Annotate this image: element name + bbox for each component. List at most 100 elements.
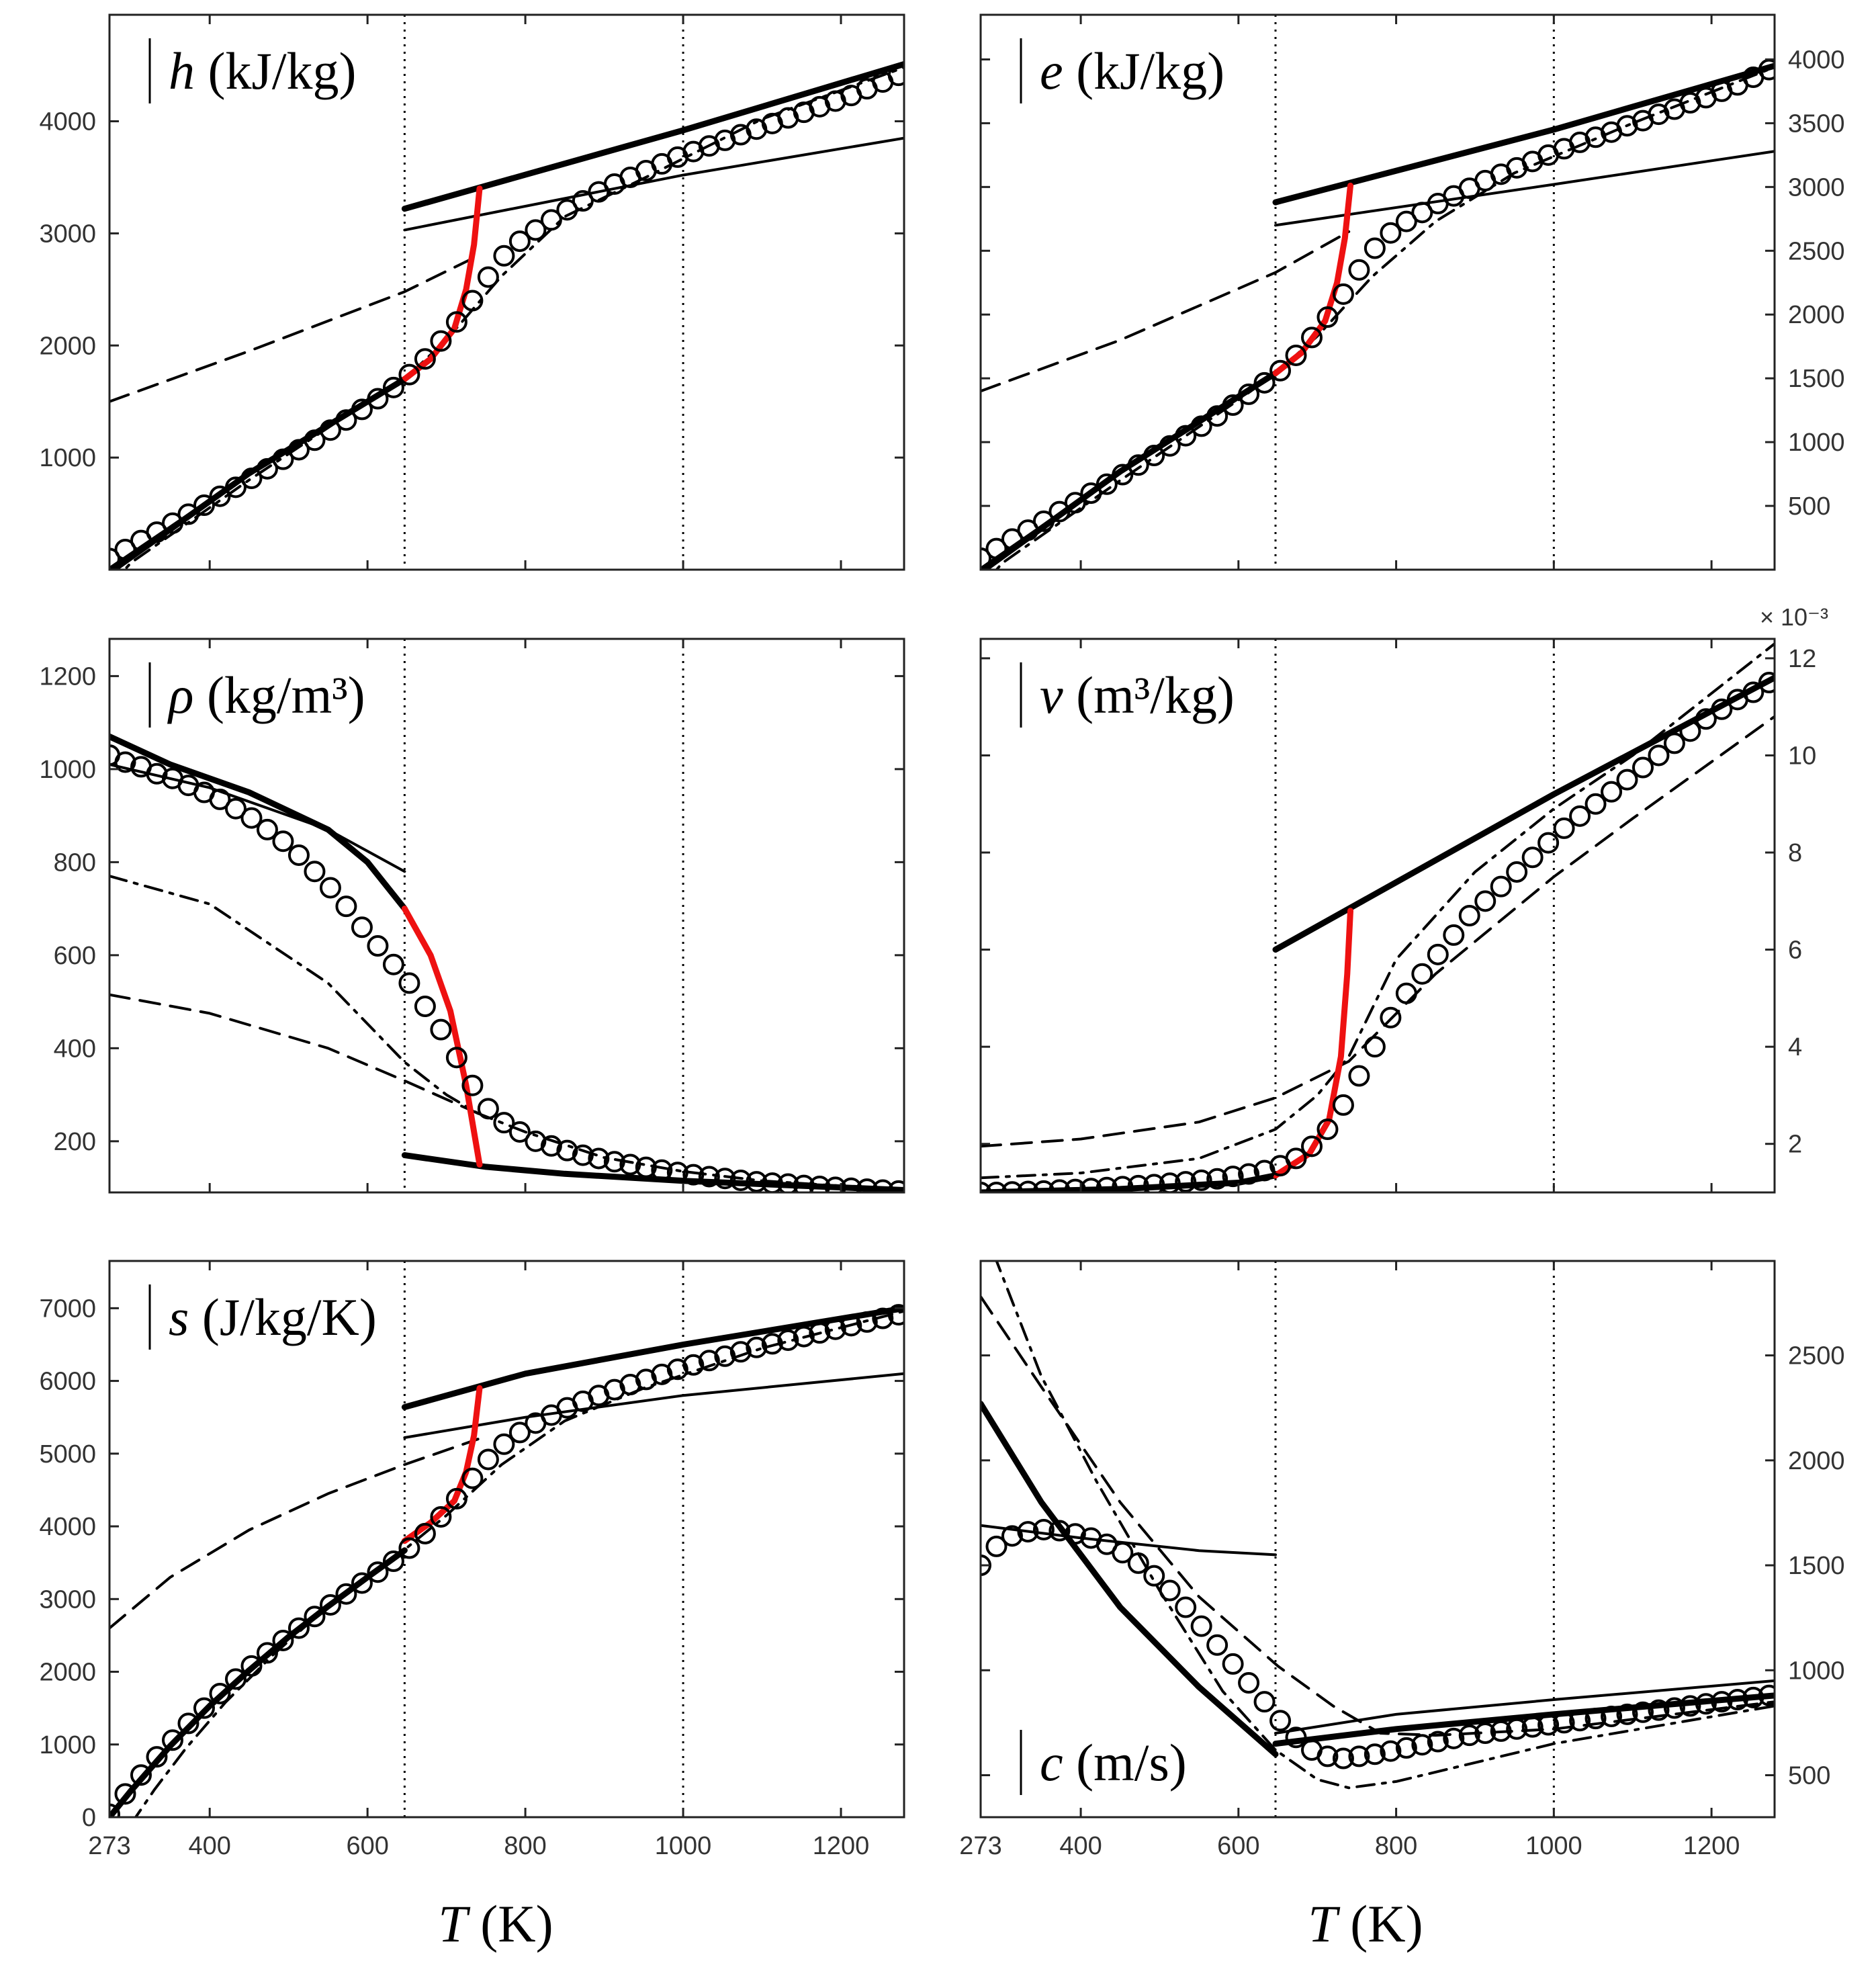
x-tick-label: 1200	[813, 1832, 870, 1860]
data-point	[698, 1350, 720, 1372]
data-point	[240, 1655, 263, 1677]
data-point	[445, 1487, 467, 1510]
y-tick-label: 0	[82, 1804, 96, 1832]
data-point	[682, 1164, 705, 1186]
series-line-thin_high	[1274, 1679, 1775, 1735]
data-point	[382, 953, 404, 975]
axes-frame	[108, 638, 905, 1194]
panel-label-variable: s	[169, 1288, 189, 1346]
data-point	[508, 1422, 531, 1444]
data-point	[414, 348, 436, 370]
data-point	[714, 1345, 736, 1367]
data-point	[1490, 1720, 1512, 1742]
data-point	[824, 1176, 846, 1192]
y-tick-label: 1000	[39, 444, 96, 472]
y-tick-label: 2	[1788, 1131, 1802, 1159]
y-tick-label: 600	[54, 942, 96, 970]
data-point	[1443, 924, 1465, 946]
data-point	[1064, 1523, 1086, 1545]
series-line-dashdot	[109, 875, 904, 1192]
panel-label-unit: (m³/kg)	[1063, 666, 1235, 724]
data-point	[1159, 1172, 1181, 1192]
data-point	[1316, 306, 1339, 329]
data-point	[1411, 1734, 1433, 1756]
data-point	[981, 547, 991, 569]
data-point	[809, 1176, 831, 1192]
series-line-thin_high	[403, 136, 904, 232]
series-line-dashdot	[122, 66, 904, 570]
data-point	[698, 1166, 720, 1188]
data-point	[1300, 1135, 1323, 1157]
y-tick-label: 1200	[39, 662, 96, 691]
data-point	[1253, 1691, 1276, 1713]
panel-label-unit: (kg/m³)	[193, 666, 365, 724]
y-tick-label: 400	[54, 1035, 96, 1063]
y-tick-label: 1000	[1788, 429, 1845, 457]
panel-label-unit: (J/kg/K)	[189, 1288, 376, 1346]
data-point	[985, 1535, 1008, 1557]
data-point	[777, 1173, 799, 1192]
series-line-thin_low	[109, 763, 406, 873]
data-point	[1332, 1094, 1354, 1116]
data-point	[1648, 1699, 1670, 1721]
data-point	[619, 1153, 641, 1176]
y-tick-label: 4000	[39, 108, 96, 136]
data-point	[1238, 383, 1260, 405]
data-point	[540, 209, 562, 231]
data-point	[714, 1168, 736, 1190]
data-point	[335, 409, 357, 431]
series-line-thick_high	[1272, 62, 1775, 206]
y-tick-label: 500	[1788, 1762, 1830, 1790]
y-tick-label: 7000	[39, 1295, 96, 1323]
data-point	[209, 485, 231, 507]
y-tick-label: 2000	[39, 1659, 96, 1687]
data-point	[1364, 1743, 1386, 1765]
panel-label: ρ (kg/m³)	[167, 666, 365, 724]
series-line-red	[401, 185, 483, 382]
x-tick-label: 400	[1059, 1832, 1102, 1860]
data-point	[508, 1121, 531, 1143]
data-point	[1584, 1708, 1607, 1730]
panel-label-variable: e	[1040, 42, 1063, 100]
data-point	[985, 537, 1008, 560]
series-line-thick_low	[981, 1401, 1279, 1757]
x-tick-label: 1000	[655, 1832, 712, 1860]
data-point	[1112, 464, 1134, 486]
data-point	[1726, 1689, 1748, 1711]
axes-frame	[108, 13, 905, 571]
data-point	[287, 1617, 310, 1639]
series-line-thick_low	[109, 733, 408, 912]
series-line-dashdot	[134, 1309, 904, 1817]
data-point	[1395, 1737, 1417, 1759]
plot-area	[981, 639, 1775, 1192]
data-point	[1632, 1701, 1654, 1723]
data-point	[1159, 435, 1181, 457]
series-line-red	[401, 906, 483, 1168]
y-tick-label: 2500	[1788, 237, 1845, 265]
data-point	[1411, 963, 1433, 985]
data-point	[1632, 756, 1654, 779]
data-point	[1411, 202, 1433, 224]
data-point	[193, 1697, 215, 1719]
data-point	[1032, 1180, 1055, 1192]
series-line-dashed	[109, 254, 480, 403]
data-point	[146, 762, 168, 785]
data-point	[351, 398, 373, 421]
data-point	[729, 1169, 752, 1191]
series-line-thick_high	[401, 1152, 904, 1192]
data-point	[1143, 445, 1165, 467]
data-point	[1427, 943, 1449, 965]
data-point	[240, 807, 263, 829]
series-line-thin_high	[1274, 150, 1775, 227]
data-point	[109, 1803, 120, 1817]
y-tick-label: 800	[54, 848, 96, 877]
y-tick-label: 2000	[1788, 1447, 1845, 1475]
data-point	[319, 877, 341, 899]
series-line-thin_high	[403, 1372, 904, 1439]
data-point	[1253, 1160, 1276, 1182]
data-point	[872, 1179, 894, 1192]
data-point	[304, 1606, 326, 1628]
data-point	[1380, 1006, 1402, 1029]
data-point	[398, 972, 420, 994]
data-point	[398, 363, 420, 386]
